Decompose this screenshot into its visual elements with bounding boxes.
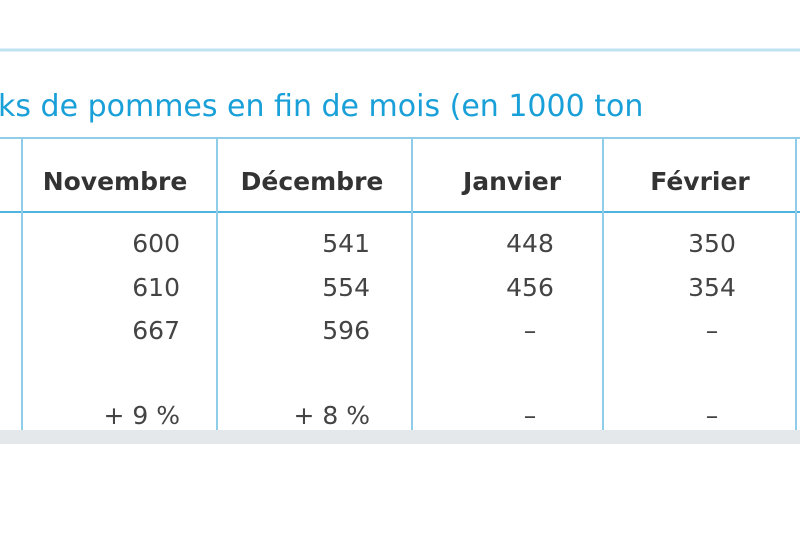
table-cell: 596 bbox=[322, 316, 370, 345]
column-dividers bbox=[21, 138, 797, 430]
table-cell: 354 bbox=[688, 273, 736, 302]
table-cell: 448 bbox=[506, 229, 554, 258]
table-cell: – bbox=[524, 316, 537, 345]
table-cell: – bbox=[706, 316, 719, 345]
table-panel bbox=[0, 48, 800, 450]
table-cell: + 9 % bbox=[103, 401, 180, 430]
table-cell: – bbox=[524, 401, 537, 430]
table-cell: 541 bbox=[322, 229, 370, 258]
table-cell: 554 bbox=[322, 273, 370, 302]
table-cell: 600 bbox=[132, 229, 180, 258]
column-header: Janvier bbox=[461, 167, 562, 196]
column-header: Décembre bbox=[241, 167, 384, 196]
table-body: Novembre Décembre Janvier Février 600 541 448 3… bbox=[43, 167, 751, 430]
column-header: Novembre bbox=[43, 167, 188, 196]
table-title: ks de pommes en fin de mois (en 1000 ton bbox=[0, 89, 643, 124]
table-cell: 350 bbox=[688, 229, 736, 258]
table-cell: 456 bbox=[506, 273, 554, 302]
table-cell: 667 bbox=[132, 316, 180, 345]
bottom-shadow bbox=[0, 430, 800, 444]
table-cell: – bbox=[706, 401, 719, 430]
column-header: Février bbox=[650, 167, 750, 196]
table-cell: + 8 % bbox=[293, 401, 370, 430]
table-cell: 610 bbox=[132, 273, 180, 302]
